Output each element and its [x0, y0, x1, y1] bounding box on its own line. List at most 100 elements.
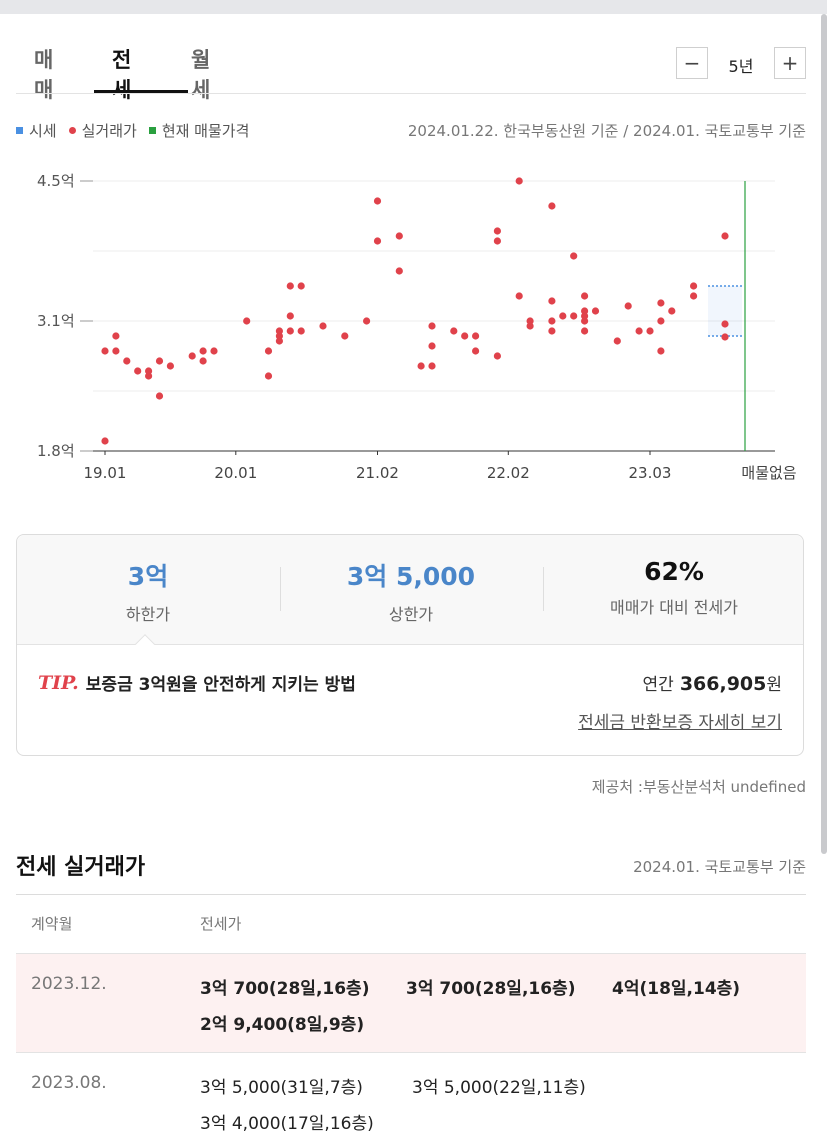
stat-high: 3억 5,000 상한가 [280, 557, 542, 625]
data-point [155, 392, 164, 400]
data-point [515, 292, 523, 300]
annual-unit: 원 [766, 675, 782, 695]
low-price-value: 3억 [127, 562, 169, 591]
column-header-price: 전세가 [200, 915, 242, 933]
price-scatter-chart[interactable]: 4.5억 3.1억 1.8억 19.01 20.01 21.02 22.02 23.03 매물없… [0, 160, 827, 490]
legend-item-actual-price: 실거래가 [68, 120, 137, 141]
data-point [548, 327, 556, 335]
divider [543, 567, 544, 611]
data-point [515, 177, 523, 185]
legend-item-market-price: 시세 [16, 120, 57, 141]
data-point [570, 252, 578, 260]
data-point [690, 282, 698, 290]
data-point [297, 282, 305, 290]
data-point [155, 357, 164, 365]
data-point [264, 372, 273, 380]
row-month: 2023.08. [31, 1073, 107, 1093]
period-decrease-button[interactable]: − [676, 47, 708, 79]
data-point [428, 322, 436, 330]
deal-item: 2억 9,400(8일,9층) [200, 1015, 365, 1035]
data-point [243, 317, 251, 325]
chart-source: 2024.01.22. 한국부동산원 기준 / 2024.01. 국토교통부 기… [407, 122, 806, 140]
legend-label: 실거래가 [81, 122, 137, 140]
low-price-label: 하한가 [125, 605, 171, 624]
data-point [721, 333, 729, 341]
data-point [635, 327, 643, 335]
data-point [101, 437, 109, 445]
period-increase-button[interactable]: + [774, 47, 806, 79]
dot-marker-icon [68, 127, 76, 134]
data-point [526, 317, 534, 325]
y-tick-label: 4.5억 [37, 172, 75, 190]
deal-item: 3억 700(28일,16층) [200, 979, 370, 999]
data-point [188, 352, 196, 360]
price-summary-card: 3억 하한가 3억 5,000 상한가 62% 매매가 대비 전세가 TIP. … [16, 534, 804, 756]
data-point [472, 332, 480, 340]
ratio-value: 62% [644, 557, 704, 586]
data-point [134, 367, 142, 375]
legend-item-listing-price: 현재 매물가격 [148, 120, 250, 141]
data-point [145, 372, 153, 380]
data-point [395, 232, 403, 240]
section-source: 2024.01. 국토교통부 기준 [633, 858, 806, 876]
data-point [657, 317, 665, 325]
high-price-label: 상한가 [388, 605, 434, 624]
legend-label: 시세 [29, 122, 57, 140]
data-point [428, 342, 436, 350]
data-point [275, 327, 283, 335]
deposit-guarantee-link[interactable]: 전세금 반환보증 자세히 보기 [578, 713, 782, 733]
data-point [526, 322, 534, 330]
data-point [613, 337, 621, 345]
data-point [101, 347, 109, 355]
y-tick-label: 1.8억 [37, 442, 75, 460]
data-point [123, 357, 131, 365]
scrollbar[interactable] [821, 14, 827, 854]
data-point [581, 292, 589, 300]
x-end-label: 매물없음 [741, 464, 796, 482]
data-point [363, 317, 371, 325]
annual-value: 366,905 [679, 673, 767, 695]
data-point [548, 202, 556, 210]
ratio-label: 매매가 대비 전세가 [610, 598, 738, 617]
data-point [210, 347, 218, 355]
active-tab-indicator [94, 90, 188, 93]
summary-stats: 3억 하한가 3억 5,000 상한가 62% 매매가 대비 전세가 [17, 535, 803, 645]
stat-ratio: 62% 매매가 대비 전세가 [543, 557, 805, 618]
deal-item: 3억 700(28일,16층) [406, 979, 576, 999]
data-point [657, 347, 665, 355]
data-point [341, 332, 349, 340]
top-strip [0, 0, 827, 14]
tab-jeonse[interactable]: 전세 [112, 48, 132, 102]
data-point [461, 332, 469, 340]
data-point [428, 362, 436, 370]
data-point [570, 312, 578, 320]
data-point [450, 327, 458, 335]
data-point [721, 232, 729, 240]
deal-item: 3억 4,000(17일,16층) [200, 1114, 374, 1134]
data-point [559, 312, 567, 320]
data-point [286, 312, 294, 320]
data-point [112, 332, 120, 340]
data-point [373, 237, 382, 245]
deal-item: 3억 5,000(22일,11층) [412, 1078, 586, 1098]
annual-prefix: 연간 [642, 675, 674, 695]
tab-monthly-rent[interactable]: 월세 [191, 48, 211, 102]
data-point [493, 237, 501, 245]
data-point [624, 302, 632, 310]
tab-sale[interactable]: 매매 [34, 48, 54, 102]
data-point [690, 292, 698, 300]
data-point [493, 227, 501, 235]
section-title: 전세 실거래가 [16, 855, 146, 880]
deal-item: 3억 5,000(31일,7층) [200, 1078, 363, 1098]
tip-label: TIP. [38, 671, 79, 694]
data-point [319, 322, 327, 330]
market-price-band [708, 286, 742, 336]
data-point [166, 362, 174, 370]
data-point [581, 307, 589, 315]
data-point [493, 352, 501, 360]
legend-label: 현재 매물가격 [161, 122, 250, 140]
square-marker-icon [148, 127, 156, 134]
data-point [286, 327, 294, 335]
data-point [145, 367, 153, 375]
tip-banner[interactable]: TIP. 보증금 3억원을 안전하게 지키는 방법 [38, 670, 356, 696]
